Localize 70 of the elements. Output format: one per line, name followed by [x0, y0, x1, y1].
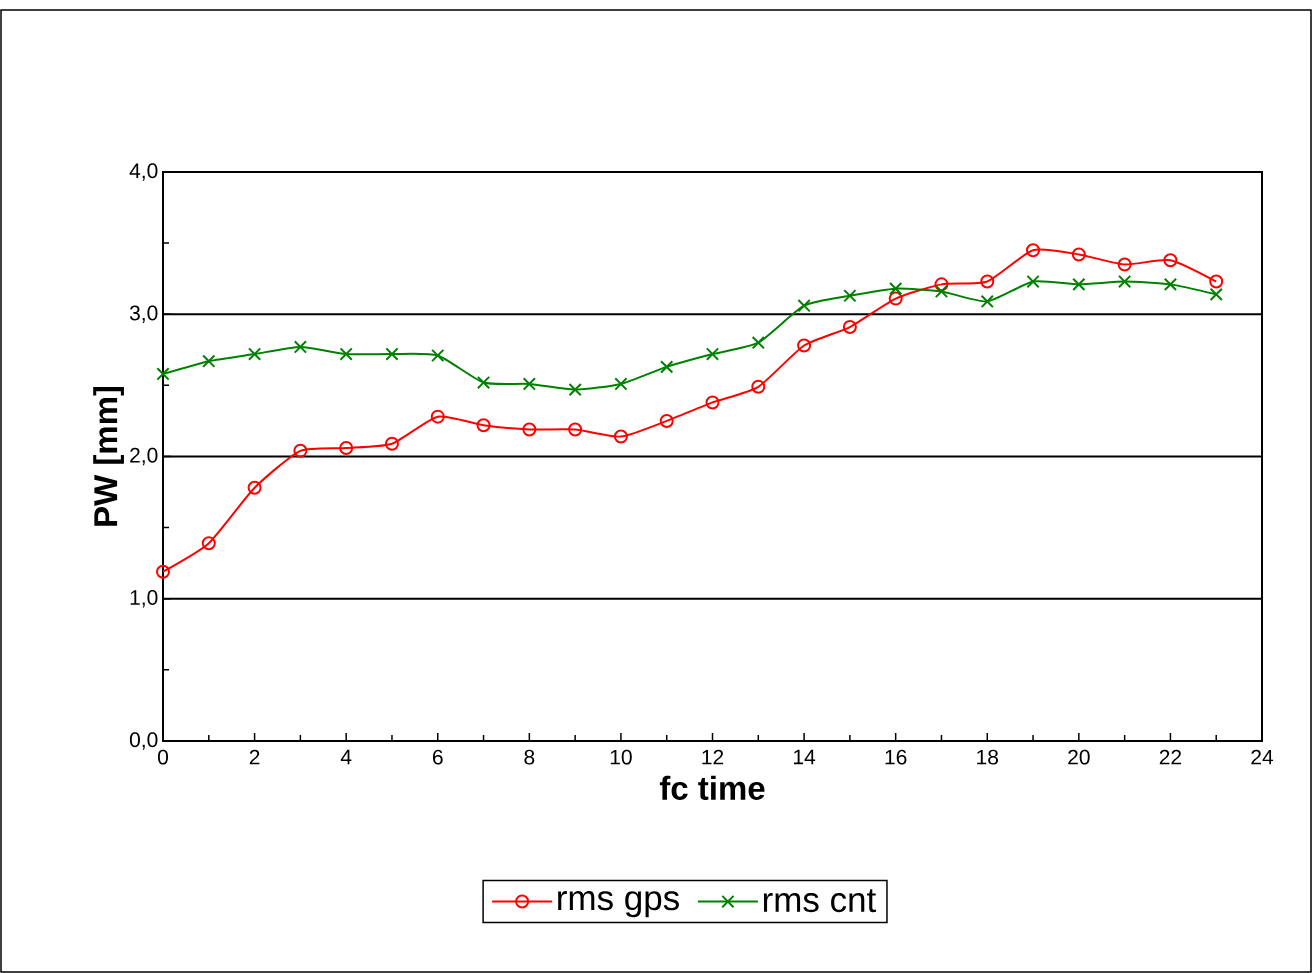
point [659, 413, 674, 428]
y-tick-label: 1,0 [130, 590, 158, 608]
y-axis-title: PW [mm] [93, 386, 124, 526]
y-tick-label: 4,0 [129, 163, 158, 181]
point [797, 299, 811, 313]
point [660, 360, 674, 374]
point [339, 440, 354, 455]
point [751, 379, 766, 394]
point [476, 375, 491, 390]
point [1026, 243, 1041, 258]
point [384, 436, 399, 451]
point [1209, 274, 1224, 289]
point [842, 320, 857, 335]
point [613, 429, 628, 444]
point [1071, 247, 1086, 262]
point [934, 284, 949, 299]
x-tick-label: 4 [340, 749, 352, 765]
legend-label: rms gps [558, 891, 679, 918]
point [247, 347, 262, 361]
x-tick-label: 24 [1251, 749, 1274, 765]
point [1163, 277, 1178, 292]
x-tick-label: 10 [610, 749, 632, 765]
point [751, 336, 765, 350]
x-tick-label: 14 [794, 749, 816, 765]
legend-label: rms cnt [763, 889, 877, 913]
point [293, 443, 308, 458]
point [1209, 287, 1223, 301]
x-tick-label: 22 [1159, 749, 1182, 765]
x-tick-label: 12 [702, 749, 724, 765]
point [705, 347, 720, 361]
x-tick-label: 8 [524, 749, 535, 765]
x-axis-title: fc time [659, 775, 765, 800]
point [385, 347, 399, 361]
point [980, 274, 995, 289]
point [843, 289, 857, 303]
point [1026, 274, 1040, 289]
point [1117, 257, 1132, 272]
point [568, 382, 582, 397]
point [201, 536, 216, 551]
x-tick-label: 16 [885, 749, 907, 765]
x-tick-label: 18 [977, 749, 999, 765]
point [1163, 253, 1178, 268]
x-tick-label: 6 [432, 749, 443, 765]
y-tick-label: 3,0 [129, 305, 158, 323]
point [889, 281, 903, 296]
point [339, 347, 353, 361]
x-tick-label: 20 [1068, 749, 1090, 765]
point [522, 377, 536, 391]
point [797, 338, 812, 353]
point [156, 367, 170, 381]
point [202, 354, 216, 368]
y-tick-label: 0,0 [129, 732, 158, 750]
point [980, 294, 994, 309]
point [431, 348, 445, 363]
point [568, 422, 583, 437]
point [888, 291, 903, 306]
point [1117, 274, 1132, 289]
x-tick-label: 0 [157, 749, 169, 765]
point [522, 422, 537, 437]
point [293, 340, 308, 354]
x-tick-label: 2 [249, 749, 260, 765]
point [156, 564, 171, 579]
point [247, 480, 262, 495]
y-tick-label: 2,0 [130, 447, 158, 466]
point [476, 418, 491, 433]
point [934, 277, 949, 292]
point [614, 377, 628, 391]
point [1072, 277, 1086, 292]
point [705, 395, 720, 410]
point [430, 409, 445, 424]
